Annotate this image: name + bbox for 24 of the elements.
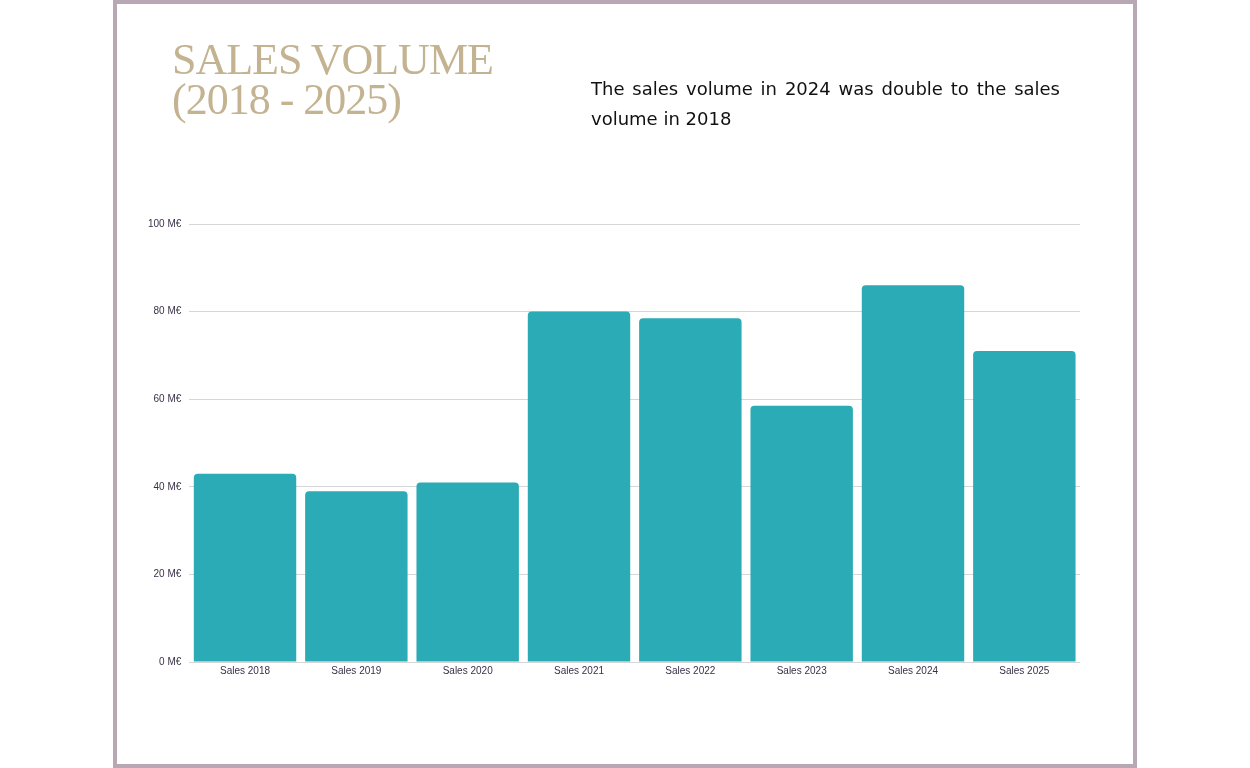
x-tick-label: Sales 2020 — [442, 664, 494, 676]
bar — [973, 351, 1076, 662]
x-tick-label: Sales 2019 — [331, 664, 382, 676]
y-tick-label: 0 M€ — [159, 655, 182, 667]
bar — [639, 318, 742, 662]
x-tick-label: Sales 2022 — [665, 664, 716, 676]
bar — [305, 491, 408, 662]
x-tick-label: Sales 2025 — [999, 664, 1050, 676]
x-tick-label: Sales 2018 — [220, 664, 271, 676]
x-tick-label: Sales 2024 — [887, 664, 939, 676]
y-tick-label: 60 M€ — [153, 392, 182, 404]
text: The sales volume in 2024 was double to the sales volume in 2018 — [591, 77, 1060, 131]
bar — [416, 482, 519, 662]
y-tick-label: 100 M€ — [148, 217, 182, 229]
x-tick-label: Sales 2021 — [553, 664, 605, 676]
bar — [750, 405, 853, 662]
bar — [861, 285, 965, 662]
bar — [193, 473, 297, 662]
y-tick-label: 80 M€ — [153, 305, 182, 317]
y-tick-label: 40 M€ — [153, 480, 182, 492]
chart-title: SALES VOLUME (2018 - 2025) — [172, 35, 494, 124]
y-tick-label: 20 M€ — [153, 568, 182, 580]
bar — [527, 311, 631, 662]
x-tick-label: Sales 2023 — [776, 664, 828, 676]
